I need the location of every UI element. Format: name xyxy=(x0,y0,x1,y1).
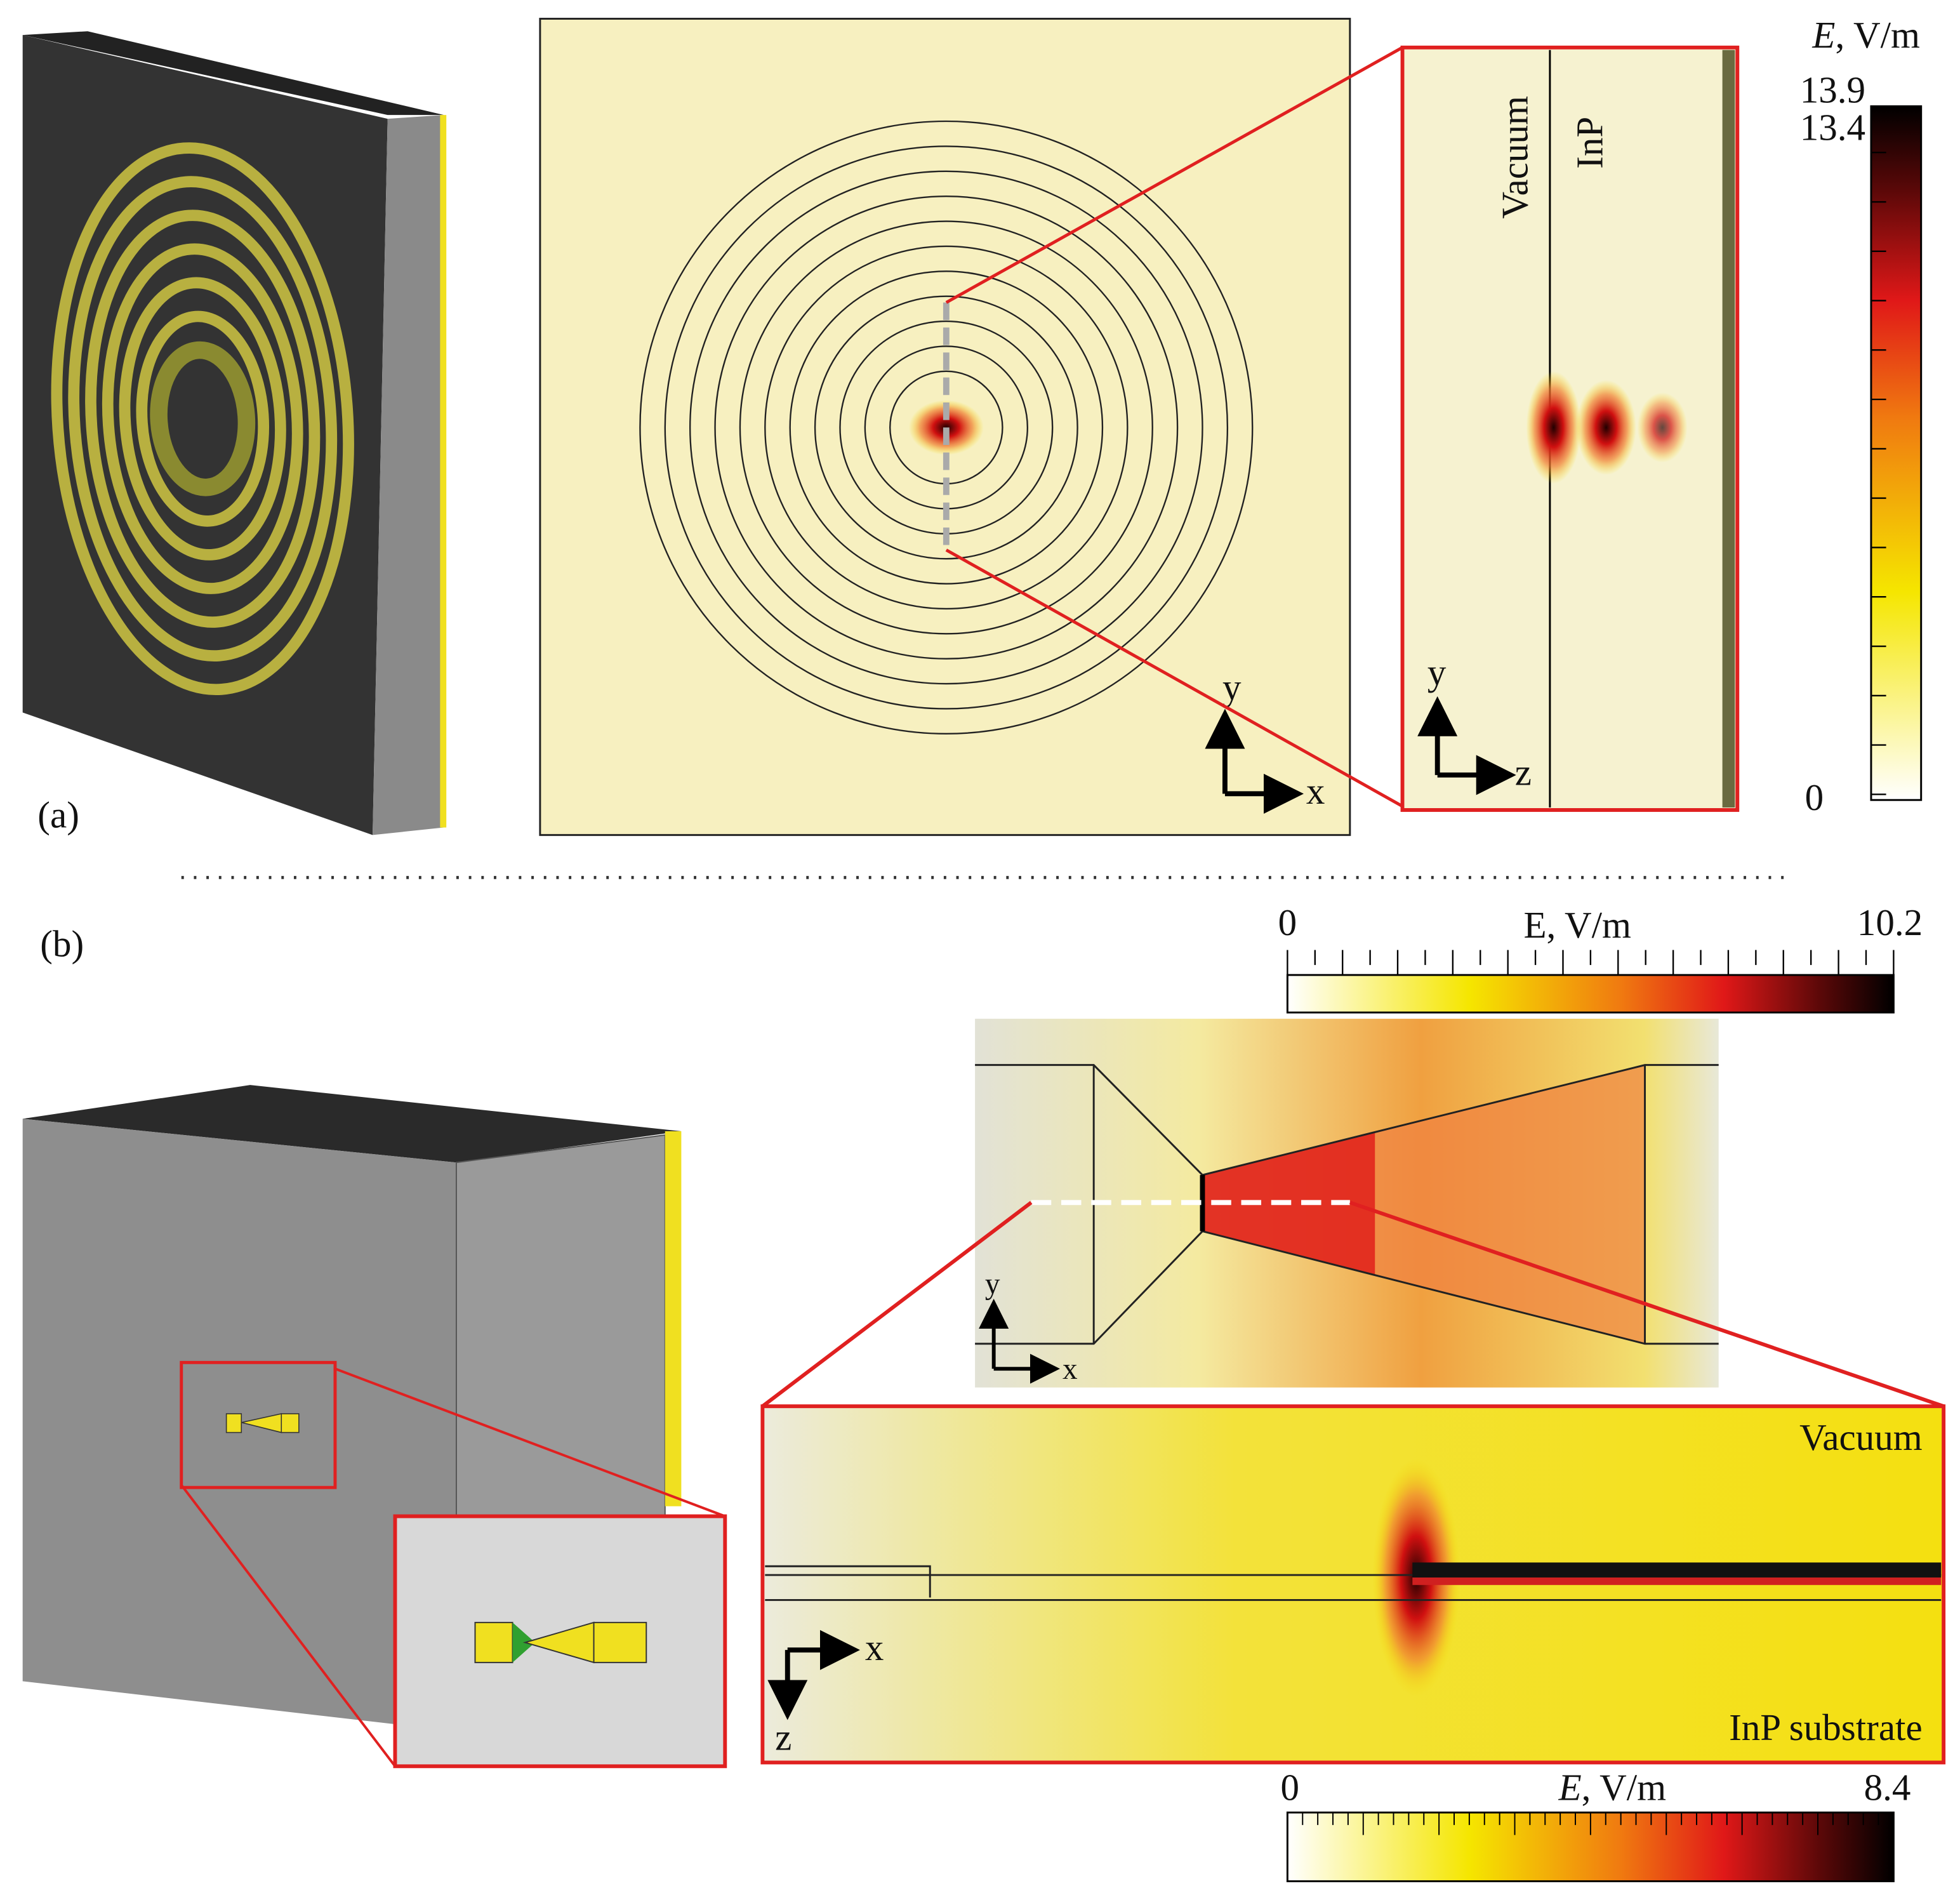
slab-top xyxy=(22,31,444,116)
colorbar-min: 0 xyxy=(1805,776,1824,818)
colorbar-title: E, V/m xyxy=(1523,904,1631,946)
zoom-line xyxy=(945,46,1403,304)
symbol: E xyxy=(1523,904,1546,946)
field-map: y x xyxy=(539,18,1351,836)
ring-outline xyxy=(639,120,1254,735)
ring xyxy=(136,310,270,527)
region-label: InP xyxy=(1569,117,1611,169)
zoom-frame xyxy=(180,1360,337,1489)
axis-label: z xyxy=(775,1717,791,1758)
colorbar: E, V/m 13.9 13.4 0 xyxy=(1800,14,1923,818)
ring xyxy=(102,243,303,594)
axis-label: x xyxy=(1063,1353,1078,1386)
zoom-line xyxy=(334,1367,726,1518)
slab-edge xyxy=(440,115,447,828)
colorbar-min: 0 xyxy=(1278,901,1297,943)
axis-label: z xyxy=(1515,752,1532,794)
ring-outline xyxy=(689,170,1203,685)
pad xyxy=(474,1621,513,1663)
box-edge xyxy=(665,1131,682,1506)
field-wedge xyxy=(1202,1065,1645,1344)
slab-side xyxy=(373,115,444,835)
colorbar-ticks xyxy=(1287,950,1895,975)
axis-label: y xyxy=(985,1268,1000,1301)
zoom-line xyxy=(1349,1200,1945,1409)
colorbar: 0 E, V/m 8.4 xyxy=(1281,1766,1911,1882)
zoom-line xyxy=(761,1200,1033,1408)
hotspot xyxy=(1637,392,1688,463)
ring xyxy=(51,142,354,696)
axis-label: x xyxy=(1306,770,1325,812)
outline xyxy=(765,1565,931,1598)
colorbar-title: E, V/m xyxy=(1558,1766,1667,1808)
device-small xyxy=(225,1413,300,1433)
ring xyxy=(85,209,321,628)
colorbar: 0 E, V/m 10.2 xyxy=(1278,901,1923,1014)
zoom-line xyxy=(945,548,1403,808)
ring xyxy=(119,277,286,561)
unit: , V/m xyxy=(1582,1766,1667,1808)
ring-outline xyxy=(714,195,1179,660)
colorbar-fill xyxy=(1870,105,1923,801)
colorbar-ticks xyxy=(1287,1812,1895,1835)
colorbar-fill xyxy=(1286,974,1895,1014)
panel-label: (a) xyxy=(37,794,79,836)
unit: , V/m xyxy=(1547,904,1632,946)
rings xyxy=(51,142,354,696)
cross-section: Vacuum InP substrate x z xyxy=(760,1404,1946,1765)
region-label: InP substrate xyxy=(1729,1706,1923,1748)
axis-label: x xyxy=(865,1626,884,1668)
colorbar-ticks xyxy=(1871,152,1886,795)
symbol: E xyxy=(1811,14,1835,56)
region-label: Vacuum xyxy=(1493,96,1535,219)
field-edge xyxy=(1412,1577,1942,1585)
panel-label: (b) xyxy=(40,922,84,964)
pad xyxy=(281,1413,300,1433)
ring-outline xyxy=(739,220,1153,635)
ring xyxy=(68,176,338,661)
region-label: Vacuum xyxy=(1799,1416,1923,1458)
ring-outline xyxy=(664,145,1229,710)
pad xyxy=(225,1413,242,1433)
zoom-map: Vacuum InP y z xyxy=(1400,45,1740,812)
hotspot xyxy=(1526,371,1582,484)
colorbar-mark: 13.4 xyxy=(1800,107,1865,149)
symbol: E xyxy=(1558,1766,1582,1808)
colorbar-max: 8.4 xyxy=(1864,1766,1911,1808)
box-top xyxy=(22,1085,682,1163)
unit: , V/m xyxy=(1835,14,1920,56)
axis-label: y xyxy=(1427,651,1447,693)
slab-3d xyxy=(22,31,447,835)
colorbar-max: 13.9 xyxy=(1800,69,1865,110)
metal-strip xyxy=(1722,50,1735,808)
zoom-line xyxy=(180,1484,397,1767)
ring xyxy=(150,341,256,496)
axis-label: y xyxy=(1222,667,1242,708)
ring-outline xyxy=(789,270,1104,585)
colorbar-max: 10.2 xyxy=(1857,901,1923,943)
metal-layer xyxy=(1412,1562,1942,1578)
colorbar-min: 0 xyxy=(1281,1766,1300,1808)
field-map: y x xyxy=(975,1018,1719,1388)
colorbar-title: E, V/m xyxy=(1811,14,1920,56)
ring-outline xyxy=(814,295,1078,560)
box-3d xyxy=(22,1085,727,1769)
pad xyxy=(593,1621,647,1663)
hotspot xyxy=(1576,380,1636,475)
ring-outline xyxy=(764,245,1129,610)
